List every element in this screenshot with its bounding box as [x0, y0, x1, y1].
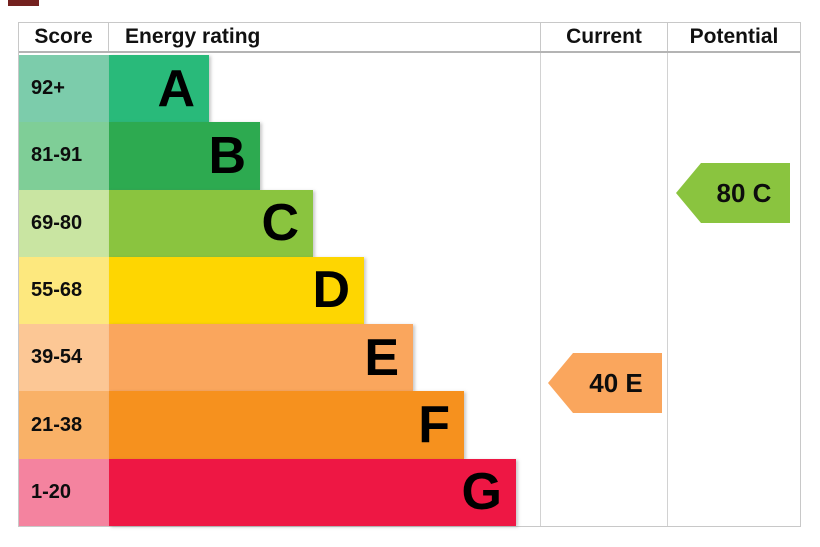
rating-bar-g: G [109, 458, 516, 526]
current-rating-arrow: 40 E [548, 353, 662, 413]
rating-bar-c: C [109, 189, 313, 257]
rating-bar-b: B [109, 122, 260, 190]
current-column-divider [540, 53, 541, 526]
rating-letter: B [208, 126, 246, 185]
rating-letter: D [312, 261, 350, 320]
score-range-b: 81-91 [19, 122, 109, 190]
rating-table: Score Energy rating Current Potential 92… [18, 22, 801, 527]
score-range-e: 39-54 [19, 324, 109, 392]
potential-rating-arrow: 80 C [676, 163, 790, 223]
cropped-red-mark [8, 0, 39, 6]
rating-bar-d: D [109, 256, 364, 325]
rating-bar-e: E [109, 324, 413, 392]
rating-row-g: 1-20 G [19, 458, 800, 526]
potential-column-divider [667, 53, 668, 526]
rating-bar-f: F [109, 391, 464, 459]
rating-rows: 92+ A 81-91 B 69-80 C 55-68 D 39-54 E 21-38 F 1-20 G [19, 55, 800, 526]
table-header: Score Energy rating Current Potential [19, 23, 800, 53]
rating-letter: C [261, 194, 299, 253]
rating-row-a: 92+ A [19, 55, 800, 123]
potential-rating-value: 80 C [716, 177, 772, 208]
rating-row-d: 55-68 D [19, 256, 800, 325]
score-range-f: 21-38 [19, 391, 109, 459]
column-header-score: Score [19, 23, 109, 51]
rating-row-b: 81-91 B [19, 122, 800, 190]
rating-letter: F [418, 396, 450, 455]
rating-row-e: 39-54 E [19, 324, 800, 392]
rating-row-f: 21-38 F [19, 391, 800, 459]
rating-row-c: 69-80 C [19, 189, 800, 257]
column-header-potential: Potential [689, 25, 779, 48]
current-rating-value: 40 E [589, 367, 643, 398]
rating-letter: A [157, 59, 195, 118]
score-range-c: 69-80 [19, 189, 109, 257]
rating-letter: G [461, 463, 502, 522]
column-header-current: Current [541, 23, 668, 51]
rating-letter: E [364, 328, 399, 387]
column-header-energy-rating: Energy rating [109, 23, 541, 51]
score-range-a: 92+ [19, 55, 109, 123]
score-range-d: 55-68 [19, 256, 109, 325]
rating-bar-a: A [109, 55, 209, 123]
score-range-g: 1-20 [19, 458, 109, 526]
